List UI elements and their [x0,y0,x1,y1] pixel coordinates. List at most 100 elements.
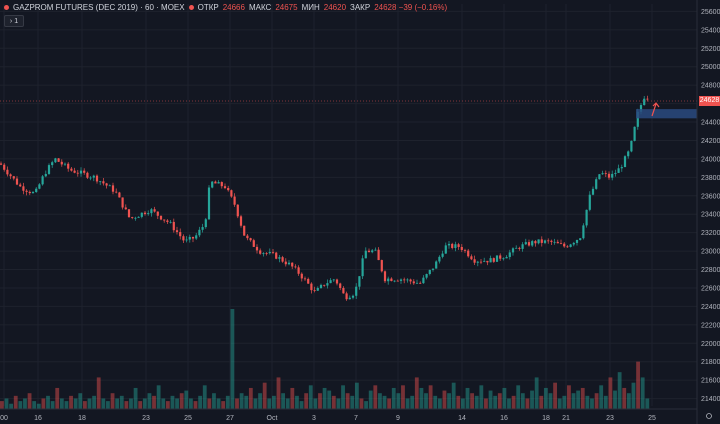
candle-body [367,250,371,253]
candle-body [393,280,396,282]
session-dot-icon [188,5,194,10]
gear-icon [706,413,712,419]
candle-body [227,188,230,191]
candle-body [483,260,486,262]
volume-bar [138,401,143,409]
candle-body [38,184,41,189]
candle-body [12,176,15,179]
chart-grid [0,4,697,406]
candle-body [547,240,550,242]
volume-bar [225,395,230,409]
volume-bar [507,398,511,409]
volume-bar [55,387,60,409]
time-axis: 00 16 18 23 25 27 Oct 3 7 9 14 16 18 21 23 25 [0,408,712,422]
candle-body [639,105,643,112]
candle-body [284,261,287,265]
symbol-title: GAZPROM FUTURES (DEC 2019) · 60 · MOEX [13,3,185,12]
candle-body [435,261,438,269]
candle-body [265,253,268,254]
candle-body [211,181,214,188]
volume-bar [626,393,631,409]
candle-body [473,259,476,263]
collapse-indicators-button[interactable]: › 1 [4,15,24,27]
candle-body [463,249,467,251]
candle-body [476,261,479,263]
candle-body [438,256,441,262]
close-label: ЗАКР [350,3,371,12]
candle-body [585,209,588,226]
candle-body [278,257,281,259]
volume-bar [46,395,50,409]
candle-body [444,245,447,254]
volume-bar [322,387,327,409]
candle-body [9,174,12,177]
candle-body [351,295,355,298]
candle-body [303,278,307,280]
candle-body [425,273,428,278]
candle-body [518,247,521,249]
volume-bar [414,377,419,409]
candle-body [422,277,425,284]
volume-bar [92,395,97,409]
candle-body [54,158,57,163]
volume-bar [73,398,78,409]
volume-bar [497,393,502,409]
candle-body [297,267,300,274]
volume-bar [447,393,451,409]
volume-bar [622,387,627,409]
volume-bar [391,387,396,409]
candle-body [329,280,332,284]
volume-bar [437,398,442,409]
price-tick-label: 22200 [701,322,720,329]
volume-bar [161,398,166,409]
candle-body [150,209,153,214]
volume-bar [110,393,115,409]
price-tick-label: 25000 [701,64,720,71]
candle-body [233,196,236,205]
candle-body [451,243,454,248]
volume-bar [101,398,106,409]
candle-body [604,173,607,174]
candle-body [534,241,537,244]
status-dot-icon [4,5,9,10]
volume-bar [142,398,147,409]
candle-body [543,240,547,243]
volume-bar [221,401,226,409]
candle-body [175,230,179,233]
candle-body [598,174,601,180]
candle-body [243,225,246,236]
volume-bar [4,398,9,409]
candle-body [348,297,351,300]
candle-body [201,227,204,230]
candle-body [271,251,275,253]
volume-bar [590,398,594,409]
candle-body [502,258,505,260]
candle-body [611,173,614,178]
candle-body [339,283,342,288]
time-tick-label: 9 [396,415,400,422]
candle-body [223,186,227,189]
candle-body [102,181,105,184]
volume-bar [18,401,23,409]
volume-bar [248,387,253,409]
price-axis: 21400 21600 21800 22000 22200 22400 22600 22800… [696,0,720,424]
candle-body [447,243,451,246]
candle-body [582,225,585,239]
up-arrow-stroke [651,102,660,117]
candle-body [441,253,444,257]
candle-body [553,241,556,243]
candle-body [332,279,335,281]
volume-bar [13,395,18,409]
volume-bar [516,385,521,409]
price-tick-label: 24400 [701,120,720,127]
volume-bar [36,403,41,409]
time-tick-label: 18 [542,415,550,422]
candle-body [15,178,19,185]
candle-body [70,168,73,171]
volume-bar [433,395,438,409]
candle-body [537,239,540,244]
candle-body [51,162,54,166]
candle-body [540,239,543,243]
price-tick-label: 23200 [701,230,720,237]
